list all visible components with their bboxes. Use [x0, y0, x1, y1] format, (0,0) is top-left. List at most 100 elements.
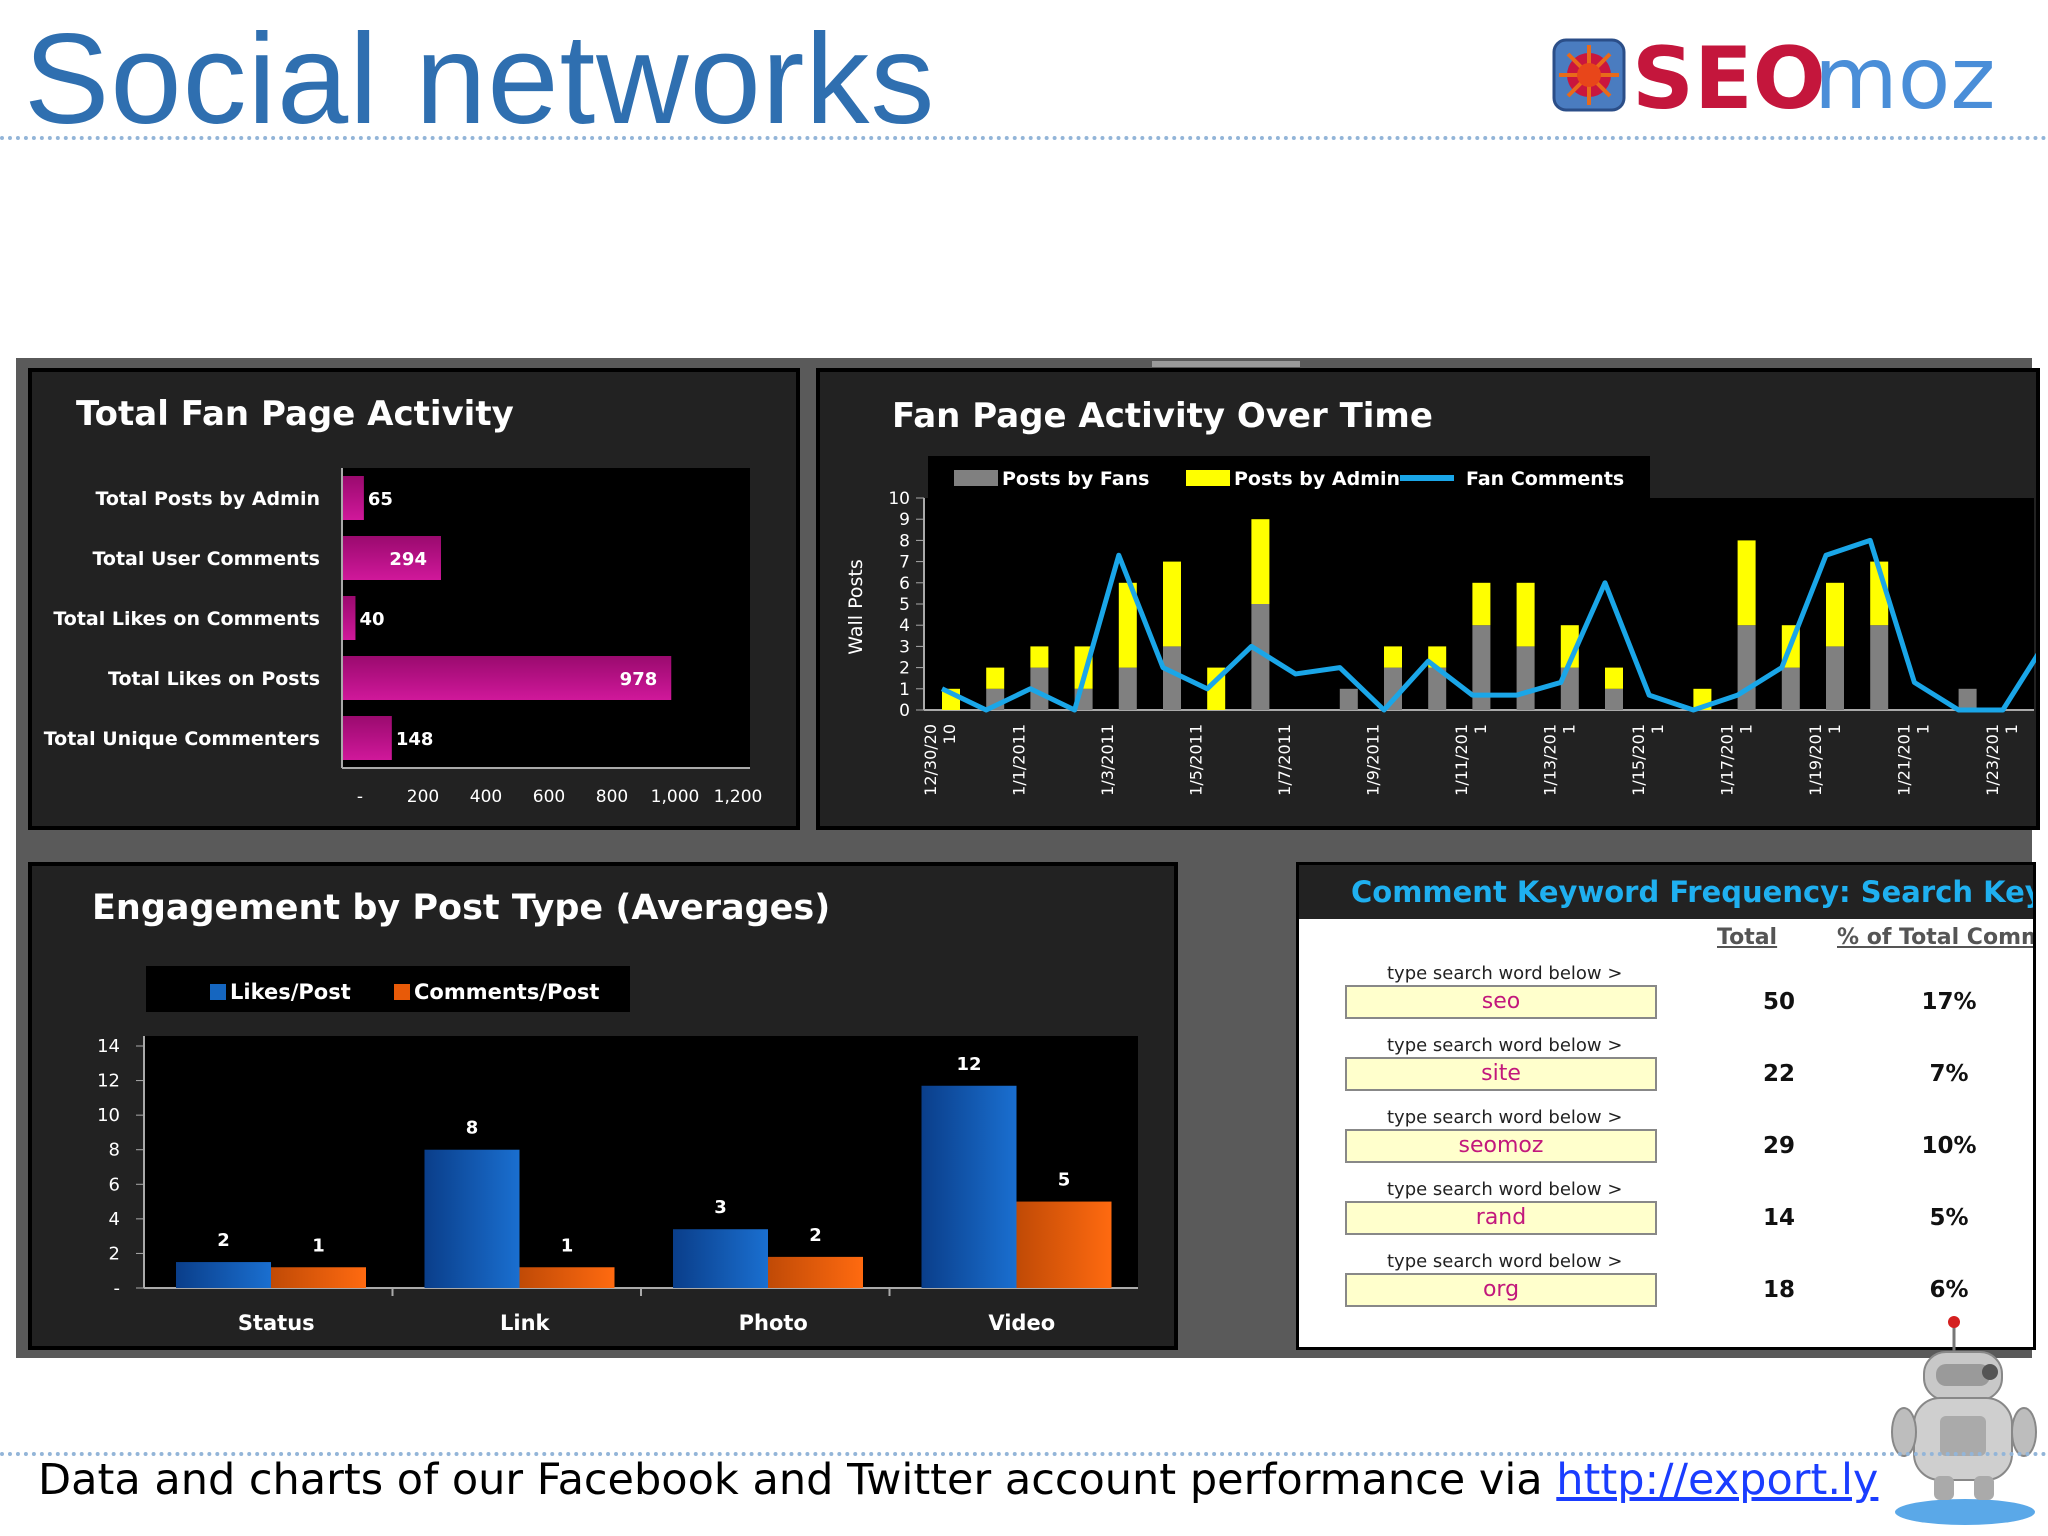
x-tick-label: 1/11/2011 — [1452, 724, 1490, 796]
bar-likes-per-post — [921, 1085, 1017, 1288]
bar-posts-by-fans — [1870, 625, 1889, 710]
legend-box — [928, 456, 1650, 498]
data-label: 148 — [396, 729, 434, 750]
bar — [342, 716, 392, 760]
keyword-total: 22 — [1762, 1061, 1795, 1087]
category-label: Video — [988, 1311, 1055, 1335]
bar-posts-by-fans — [1472, 625, 1491, 710]
data-label: 294 — [389, 549, 427, 570]
bar-comments-per-post — [519, 1267, 615, 1288]
bar-posts-by-admin — [1163, 561, 1181, 647]
x-tick-label: 1/19/2011 — [1806, 724, 1844, 796]
footer-divider — [0, 1452, 2048, 1456]
y-tick-label: 12 — [97, 1071, 120, 1092]
keyword-input[interactable]: seomoz — [1345, 1129, 1657, 1163]
bar-posts-by-admin — [1030, 646, 1049, 668]
x-tick-label-line: 1/23/201 — [1983, 724, 2002, 796]
bar-posts-by-fans — [1958, 688, 1977, 710]
keyword-hint: type search word below > — [1387, 963, 1623, 984]
x-tick-label: 1,200 — [714, 787, 763, 807]
category-label: Total User Comments — [92, 548, 320, 570]
line-fan-comments — [940, 537, 2036, 713]
category-label: Link — [500, 1311, 551, 1335]
dashboard-tab — [1152, 361, 1300, 367]
column-header-pct: % of Total Commer — [1837, 925, 2033, 950]
bar-posts-by-admin — [1737, 540, 1756, 626]
x-tick-label: 1/9/2011 — [1364, 724, 1383, 796]
bar-posts-by-fans — [1339, 688, 1358, 710]
x-tick-label: 1/21/2011 — [1895, 724, 1933, 796]
y-tick-label: 0 — [899, 701, 910, 721]
legend-label: Posts by Admin — [1234, 468, 1400, 490]
keyword-input[interactable]: site — [1345, 1057, 1657, 1091]
keyword-input[interactable]: org — [1345, 1273, 1657, 1307]
keyword-hint: type search word below > — [1387, 1179, 1623, 1200]
y-tick-label: 6 — [109, 1174, 120, 1195]
data-label: 3 — [714, 1197, 727, 1218]
y-tick-label: 9 — [899, 510, 910, 530]
category-label: Status — [238, 1311, 315, 1335]
x-tick-label: 1/5/2011 — [1187, 724, 1206, 796]
x-tick-label: 1/17/2011 — [1718, 724, 1756, 796]
legend-label: Likes/Post — [230, 980, 351, 1004]
x-tick-label-line: 12/30/20 — [921, 724, 940, 796]
bar-posts-by-fans — [1781, 667, 1800, 710]
x-tick-label-line: 1/7/2011 — [1275, 724, 1294, 796]
y-tick-label: 2 — [109, 1243, 120, 1264]
bar — [342, 536, 441, 580]
bar-posts-by-fans — [1384, 667, 1402, 710]
y-tick-label: 10 — [97, 1105, 120, 1126]
data-label: 1 — [312, 1235, 325, 1256]
x-tick-label-line: 1/13/201 — [1541, 724, 1560, 796]
keyword-input[interactable]: rand — [1345, 1201, 1657, 1235]
keyword-pct: 7% — [1929, 1061, 1969, 1087]
header-divider — [0, 136, 2048, 140]
y-tick-label: 14 — [97, 1036, 120, 1057]
keyword-input[interactable]: seo — [1345, 985, 1657, 1019]
bar-posts-by-admin — [1826, 582, 1844, 647]
footer-text: Data and charts of our Facebook and Twit… — [38, 1455, 1557, 1505]
data-label: 1 — [561, 1235, 574, 1256]
total-activity-chart: Total Posts by Admin 65 Total User Comment… — [44, 468, 763, 807]
x-tick-label: 12/30/2010 — [921, 724, 959, 796]
bar-posts-by-admin — [1516, 582, 1535, 647]
legend-label: Fan Comments — [1466, 468, 1624, 490]
keyword-panel-header: Comment Keyword Frequency: Search Keywor… — [1299, 865, 2033, 919]
x-tick-label-line: 1/19/201 — [1806, 724, 1825, 796]
y-tick-label: 4 — [109, 1209, 120, 1230]
bar-comments-per-post — [1016, 1201, 1112, 1288]
bar-comments-per-post — [271, 1267, 366, 1288]
keyword-total: 50 — [1762, 989, 1795, 1015]
bar-posts-by-admin — [986, 667, 1005, 689]
panel-title: Fan Page Activity Over Time — [892, 396, 1433, 436]
export-ly-link[interactable]: http://export.ly — [1556, 1455, 1879, 1505]
keyword-hint: type search word below > — [1387, 1035, 1623, 1056]
bar-comments-per-post — [768, 1256, 863, 1288]
x-tick-label-line: 1 — [1914, 724, 1933, 734]
bar-likes-per-post — [424, 1149, 520, 1288]
logo-moz-text: moz — [1814, 30, 1996, 120]
bar-posts-by-admin — [1118, 582, 1137, 668]
keyword-total: 29 — [1762, 1133, 1795, 1159]
x-tick-label-line: 1/11/201 — [1452, 724, 1471, 796]
legend-swatch — [210, 984, 226, 1000]
x-tick-label: 800 — [596, 787, 628, 807]
x-tick-label-line: 1/17/201 — [1718, 724, 1737, 796]
keyword-pct: 10% — [1921, 1133, 1977, 1159]
x-tick-label-line: 1 — [1560, 724, 1579, 734]
panel-title: Engagement by Post Type (Averages) — [92, 888, 831, 928]
seomoz-logo: SEO moz — [1552, 30, 1996, 120]
y-tick-label: 6 — [899, 574, 910, 594]
x-tick-label-line: 1 — [1825, 724, 1844, 734]
data-label: 5 — [1058, 1170, 1071, 1191]
y-tick-label: 4 — [899, 616, 910, 636]
category-label: Total Posts by Admin — [95, 488, 320, 510]
bar-posts-by-fans — [1030, 667, 1049, 710]
slide-title: Social networks — [24, 8, 936, 151]
category-label: Photo — [739, 1311, 808, 1335]
x-tick-label-line: 1/15/201 — [1629, 724, 1648, 796]
bar-posts-by-admin — [1605, 667, 1623, 689]
bar — [342, 656, 672, 700]
bar-posts-by-fans — [1428, 667, 1447, 710]
keyword-pct: 6% — [1929, 1277, 1969, 1303]
